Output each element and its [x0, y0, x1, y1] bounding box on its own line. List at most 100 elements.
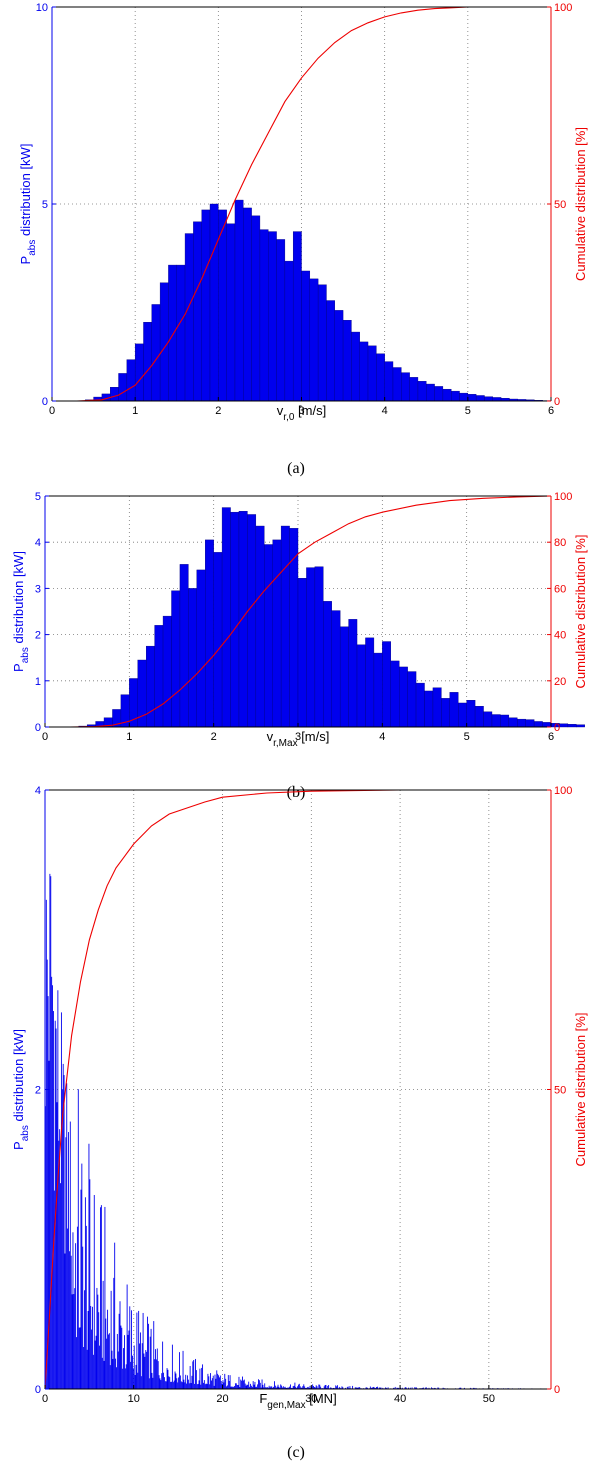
histogram-bar — [45, 899, 47, 1389]
histogram-bar — [84, 1197, 86, 1389]
histogram-bar — [415, 682, 425, 728]
histogram-bar — [434, 386, 444, 402]
histogram-bar — [441, 698, 451, 728]
histogram-bar — [201, 209, 211, 402]
histogram-bar — [376, 353, 385, 402]
histogram-bar — [220, 1380, 222, 1389]
histogram-bar — [377, 1386, 378, 1389]
histogram-bar — [342, 320, 352, 402]
histogram-bar — [249, 1386, 251, 1389]
histogram-bar — [451, 390, 460, 402]
histogram-bar — [279, 1387, 281, 1389]
histogram-bar — [299, 1386, 301, 1389]
histogram-bar — [54, 1020, 56, 1389]
histogram-bar — [168, 1376, 170, 1389]
histogram-bar — [154, 625, 164, 728]
histogram-bar — [163, 1377, 165, 1389]
histogram-bar — [242, 1380, 244, 1389]
histogram-bar — [428, 1387, 430, 1389]
histogram-bar — [319, 1384, 321, 1389]
x-tick-label: 0 — [42, 1393, 48, 1405]
histogram-bar — [246, 1384, 248, 1389]
histogram-bar — [103, 1360, 105, 1389]
histogram-bar — [141, 1343, 143, 1389]
histogram-bar — [56, 1102, 58, 1389]
histogram-bar — [355, 1387, 357, 1389]
histogram-bar — [72, 1232, 74, 1389]
histogram-bar — [97, 1294, 99, 1389]
histogram-bar — [147, 1316, 148, 1389]
histogram-bar — [339, 626, 349, 728]
histogram-bar — [464, 1387, 465, 1389]
histogram-bar — [328, 1385, 330, 1389]
histogram-bar — [76, 1337, 77, 1389]
histogram-bar — [181, 1382, 183, 1389]
histogram-bar — [70, 1255, 72, 1389]
histogram-bar — [326, 1387, 328, 1389]
histogram-bar — [151, 304, 161, 402]
histogram-bar — [153, 1321, 155, 1389]
histogram-bar — [238, 511, 248, 728]
histogram-bar — [226, 1386, 227, 1389]
y-left-label-rest: distribution [kW] — [11, 1029, 26, 1125]
histogram-bar — [351, 331, 360, 402]
histogram-bar — [483, 711, 493, 728]
cumulative-curve — [70, 495, 552, 728]
y-right-tick-label: 100 — [554, 491, 572, 503]
histogram-bar — [354, 1387, 356, 1389]
histogram-bar — [199, 1368, 201, 1389]
histogram-bar — [211, 1380, 212, 1389]
histogram-bar — [257, 1384, 259, 1389]
histogram-bar — [196, 569, 206, 728]
histogram-bar — [85, 1225, 87, 1389]
histogram-bar — [270, 1386, 272, 1389]
histogram-bar — [60, 1012, 62, 1389]
histogram-bar — [390, 660, 400, 728]
histogram-bar — [234, 199, 244, 402]
histogram-bar — [298, 1383, 300, 1389]
histogram-bar — [87, 1311, 89, 1389]
histogram-bar — [292, 231, 302, 402]
histogram-bar — [304, 1386, 306, 1389]
y-right-tick-label: 100 — [554, 2, 572, 14]
histogram-bar — [196, 1384, 198, 1389]
histogram-bar — [117, 1351, 119, 1389]
histogram-bar — [243, 207, 252, 402]
x-tick-label: 10 — [128, 1393, 140, 1405]
histogram-bar — [275, 1387, 277, 1389]
histogram-bar — [134, 1374, 136, 1389]
histogram-bar — [424, 690, 434, 728]
histogram-bar — [382, 1387, 384, 1389]
histogram-bar — [98, 1312, 100, 1389]
x-axis-label-unit: [m/s] — [294, 403, 326, 418]
histogram-bar — [472, 1387, 474, 1389]
histogram-bar — [394, 1386, 396, 1389]
histogram-bar — [384, 361, 394, 402]
histogram-bar — [170, 1381, 172, 1389]
histogram-bar — [114, 1242, 116, 1389]
histogram-bar — [320, 1386, 322, 1389]
x-axis-label-sub: r,Max — [273, 738, 297, 749]
histogram-bar — [94, 1340, 96, 1389]
histogram-bar — [252, 1381, 254, 1389]
histogram-bar — [265, 1387, 267, 1389]
y-right-tick-label: 100 — [554, 785, 572, 797]
y-left-tick-label: 0 — [35, 1384, 41, 1396]
histogram-bar — [102, 1280, 104, 1389]
histogram-bar — [298, 1384, 299, 1389]
histogram-bar — [84, 1290, 85, 1389]
histogram-bar — [289, 1386, 291, 1389]
y-right-axis-label: Cumulative distribution [%] — [573, 127, 588, 281]
histogram-bar — [329, 1387, 331, 1389]
y-right-tick-label: 60 — [554, 583, 566, 595]
histogram-bar — [460, 1387, 462, 1389]
histogram-bar — [280, 1384, 282, 1389]
histogram-bar — [379, 1387, 381, 1389]
histogram-bar — [90, 1305, 92, 1389]
histogram-bar — [106, 1338, 108, 1389]
y-right-tick-label: 50 — [554, 1085, 566, 1097]
histogram-bar — [74, 1288, 76, 1389]
histogram-bar — [125, 1364, 127, 1389]
histogram-bar — [165, 1381, 167, 1389]
